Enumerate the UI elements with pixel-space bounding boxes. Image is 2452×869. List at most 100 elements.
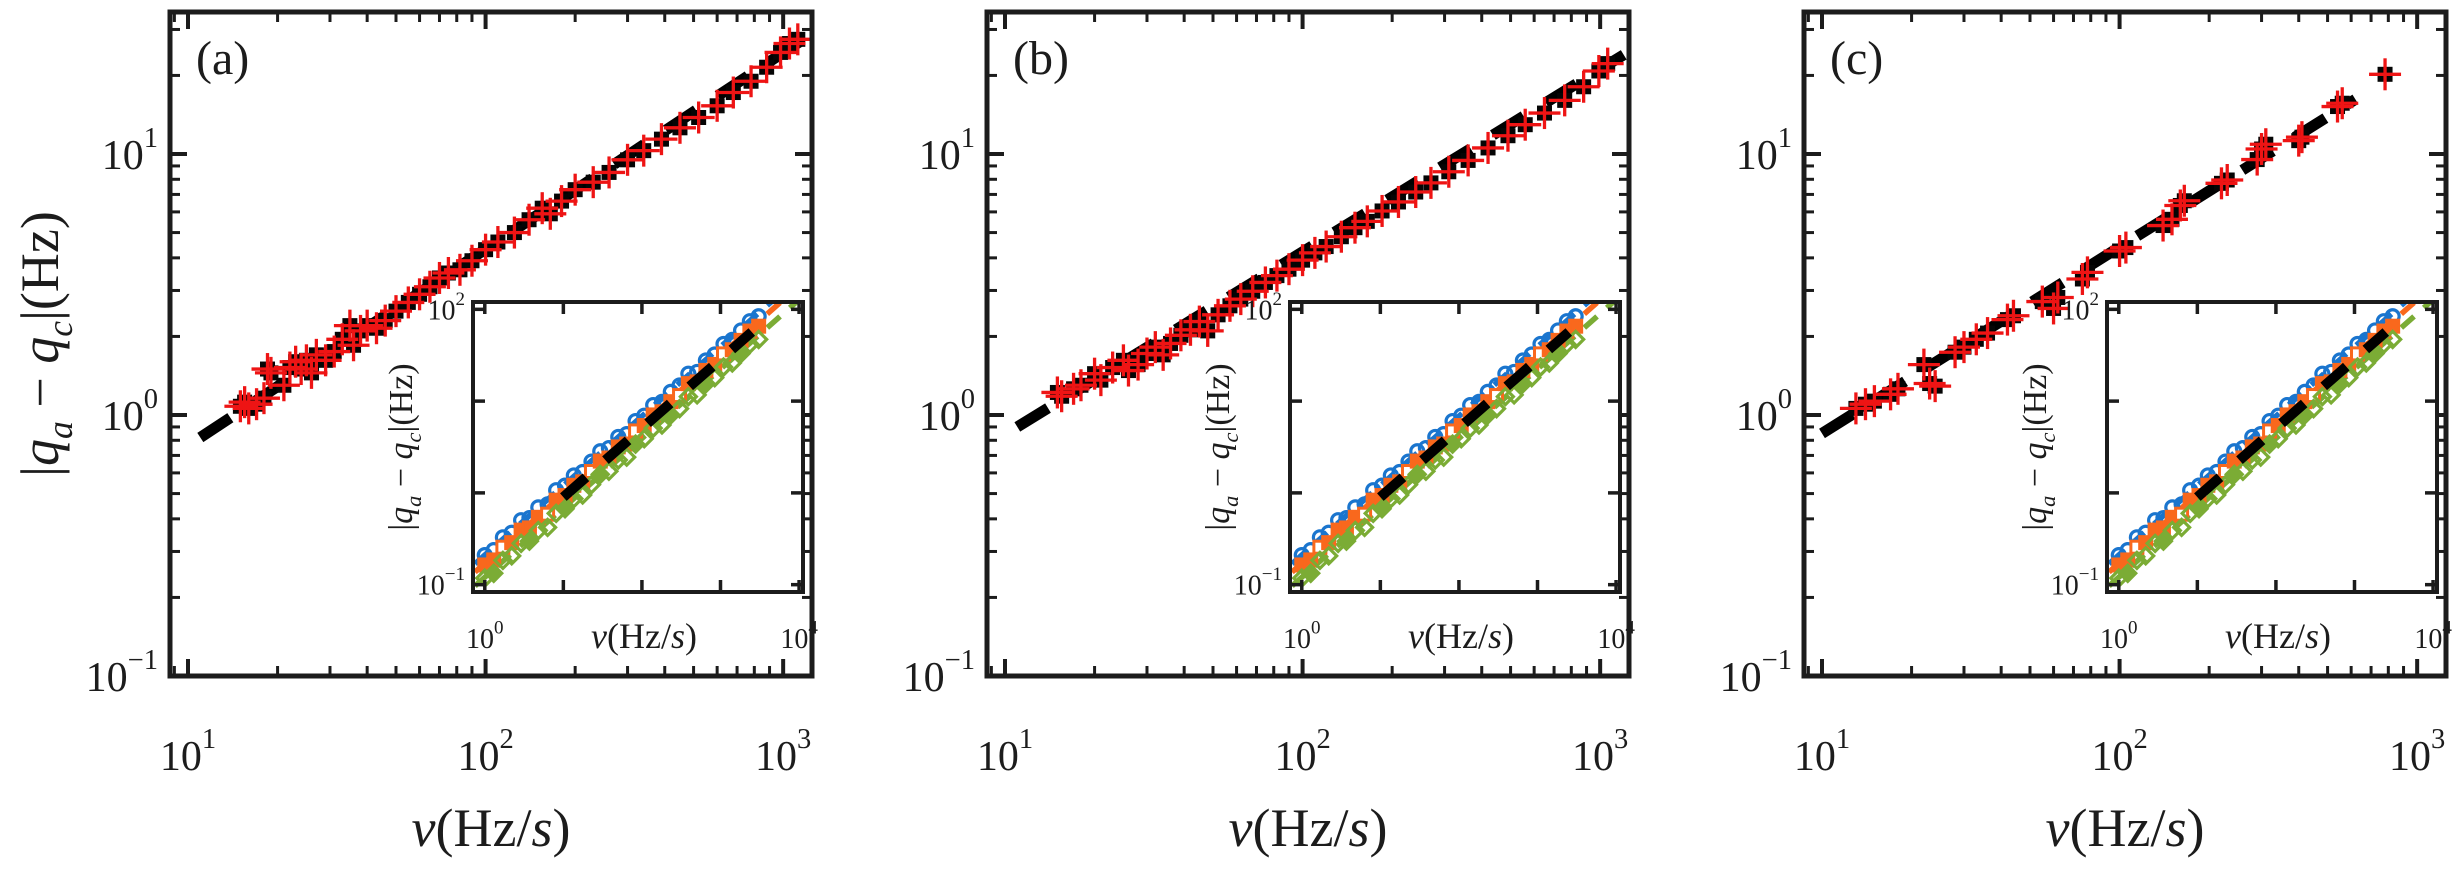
green-diamond-marker [2126,550,2148,571]
main-data [197,23,814,443]
x-axis-label: v(Hz/s) [2046,798,2205,858]
green-diamond-marker [2171,517,2192,538]
panel-letter: (b) [1013,32,1069,85]
inset-y-tick-label: 10−1 [1234,564,1282,602]
inset-black-dashed-fit [1377,328,1573,501]
inset-x-tick-label: 100 [2100,617,2138,655]
green-diamond-marker [1300,563,1321,584]
green-diamond-marker [1433,446,1454,468]
green-diamond-marker [642,417,664,439]
inset-black-dashed-fit [2194,328,2390,501]
x-tick-label: 101 [160,724,216,780]
inset-plot: 10−1 102 100 104 v(Hz/s) |qa − qc|(Hz) [383,289,818,656]
green-diamond-marker [1503,384,1525,406]
green-diamond-marker [1486,398,1507,419]
error-bar-crosses [224,23,814,425]
y-tick-label: 10−1 [903,645,975,701]
green-diamond-marker [519,530,540,552]
green-diamond-marker [2206,484,2227,506]
inset-y-tick-label: 102 [1244,289,1282,327]
inset-x-tick-label: 104 [2414,617,2452,655]
y-tick-label: 10−1 [86,645,158,701]
axes-box [1801,9,2449,679]
green-diamond-marker [1415,461,1437,482]
axis-ticks [987,12,1629,678]
error-bar-crosses [1041,47,1624,413]
inset-y-axis-label: |qa − qc|(Hz) [1200,363,1243,530]
green-diamond-marker [713,356,734,378]
green-diamond-marker [2347,356,2368,378]
green-diamond-marker [1468,414,1490,436]
inset-y-tick-label: 10−1 [417,564,465,602]
inset-axes-box [471,300,805,594]
y-tick-label: 100 [102,384,158,440]
y-tick-label: 101 [919,123,975,179]
y-axis-label: |qa − qc|(Hz) [10,211,80,477]
green-diamond-marker [2135,545,2156,567]
inset-x-tick-label: 104 [1597,617,1635,655]
inset-y-tick-label: 102 [427,289,465,327]
y-tick-label: 10−1 [1720,645,1792,701]
green-diamond-marker [1459,417,1481,439]
x-tick-label: 103 [1572,724,1628,780]
green-diamond-marker [528,520,549,541]
inset-plot: 10−1 102 100 104 v(Hz/s) |qa − qc|(Hz) [1200,289,1635,656]
x-axis-label: v(Hz/s) [412,798,571,858]
main-data [1819,58,2402,439]
x-tick-label: 102 [1274,724,1330,780]
y-tick-label: 100 [919,384,975,440]
green-diamond-marker [1495,386,1516,407]
green-diamond-marker [2162,520,2183,541]
green-diamond-marker [651,414,673,436]
inset-plot: 10−1 102 100 104 v(Hz/s) |qa − qc|(Hz) [2017,289,2452,656]
green-diamond-marker [722,352,743,374]
main-data [1014,47,1627,432]
green-diamond-marker [678,386,699,407]
inset-y-axis-label: |qa − qc|(Hz) [383,363,426,530]
error-bar-crosses [1839,58,2402,425]
green-diamond-marker [2224,464,2245,485]
green-diamond-marker [616,446,637,468]
green-diamond-marker [1539,352,1560,374]
green-diamond-marker [1389,484,1410,506]
axis-ticks [1290,302,1620,592]
x-tick-label: 103 [2389,724,2445,780]
axes-box [167,9,815,679]
inset-data [473,302,801,589]
green-diamond-marker [2250,446,2271,468]
green-diamond-marker [2188,498,2210,519]
green-diamond-marker [492,550,514,571]
green-diamond-marker [2117,563,2138,584]
green-diamond-marker [1309,550,1331,571]
green-diamond-marker [669,398,690,419]
inset-y-tick-label: 102 [2061,289,2099,327]
green-diamond-marker [572,484,593,506]
green-diamond-marker [2356,352,2377,374]
inset-black-dashed-fit [560,328,756,501]
inset-x-tick-label: 100 [1283,617,1321,655]
axis-ticks [1804,12,2446,678]
axis-ticks [170,12,812,678]
inset-axes-box [1288,300,1622,594]
axis-ticks [2107,302,2437,592]
green-diamond-marker [590,464,611,485]
green-diamond-marker [1371,498,1393,519]
fit-dashed-line [1014,50,1627,432]
green-diamond-marker [686,384,708,406]
green-diamond-marker [2153,530,2174,552]
green-diamond-marker [1336,530,1357,552]
green-diamond-marker [554,498,576,519]
inset-x-axis-label: v(Hz/s) [2225,616,2331,656]
x-tick-label: 103 [755,724,811,780]
x-axis-label: v(Hz/s) [1229,798,1388,858]
y-tick-label: 100 [1736,384,1792,440]
x-tick-label: 101 [1794,724,1850,780]
inset-axes-box [2105,300,2439,594]
axes-box [984,9,1632,679]
green-diamond-marker [1450,428,1472,450]
